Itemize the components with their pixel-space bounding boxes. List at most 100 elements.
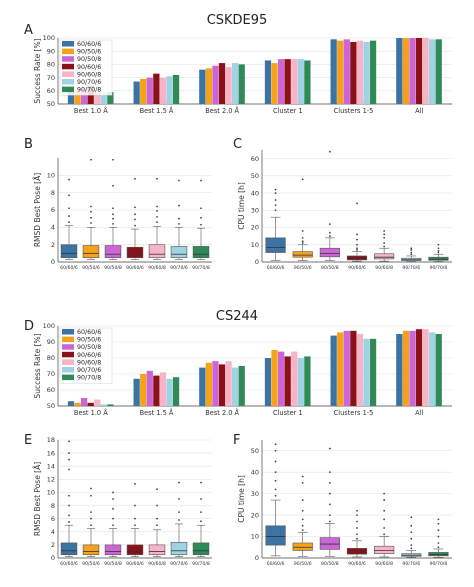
panel-d-y-axis-label: Success Rate [%] — [33, 333, 42, 398]
panel-a-bar — [304, 60, 311, 104]
panel-d-x-tick-label: Best 2.0 Å — [205, 408, 239, 417]
panel-a-legend-swatch — [62, 86, 74, 93]
panel-f-outlier-point — [356, 520, 358, 523]
panel-c-y-tick-label: 0 — [255, 258, 259, 266]
panel-c-box — [428, 256, 449, 261]
panel-b-outlier-point — [178, 217, 180, 220]
panel-d-bar — [284, 356, 291, 406]
panel-e-y-tick-label: 14 — [47, 462, 55, 470]
panel-d-bar — [172, 377, 180, 406]
panel-c-x-tick-label: 90/60/6 — [348, 265, 366, 271]
panel-b-outlier-point — [68, 207, 70, 210]
panel-f-outlier-point — [328, 492, 331, 495]
panel-d-bar — [159, 372, 167, 406]
panel-a-bar — [402, 38, 410, 104]
panel-d-chart: 50 60 70 80 90 100 Best 1.0 Å Best 1.5 Å Best 2.… — [33, 322, 452, 417]
panel-a-bar — [153, 73, 160, 104]
panel-a-bar — [166, 76, 173, 104]
panel-e-x-tick-label: 90/50/8 — [104, 561, 122, 567]
panel-e-outlier-point — [68, 504, 70, 507]
panel-b-y-tick-label: 4 — [51, 224, 55, 232]
panel-b-outlier-point — [112, 222, 114, 225]
panel-e-outlier-point — [134, 524, 136, 527]
panel-f-box — [319, 537, 340, 550]
panel-a-bar — [218, 63, 226, 104]
panel-b-outlier-point — [200, 179, 202, 182]
panel-b-outlier-point — [112, 207, 114, 210]
panel-c-outlier-point — [301, 242, 304, 244]
panel-d-bar — [107, 404, 114, 406]
panel-b-outlier-point — [112, 184, 114, 187]
panel-f-outlier-point — [383, 518, 386, 521]
panel-e-outlier-point — [156, 488, 158, 491]
panel-b-outlier-point — [112, 213, 114, 216]
panel-c-y-tick-label: 40 — [251, 189, 259, 197]
panel-e-outlier-point — [134, 504, 136, 507]
panel-c-box — [374, 253, 395, 260]
panel-b-outlier-point — [134, 206, 136, 209]
panel-c-x-tick-label: 90/60/8 — [375, 265, 393, 271]
panel-e-x-tick-label: 60/60/6 — [60, 561, 78, 567]
panel-a-bar — [133, 81, 140, 104]
panel-d-legend-swatch — [62, 329, 74, 335]
panel-d-bar — [415, 329, 423, 406]
panel-e-outlier-point — [200, 520, 202, 523]
panel-f-outlier-point — [328, 514, 331, 516]
panel-a-legend-swatch — [62, 56, 74, 62]
panel-a-y-tick-label: 70 — [47, 74, 55, 82]
panel-d-legend-swatch — [62, 359, 74, 365]
panel-b-x-tick-label: 90/50/6 — [82, 265, 100, 271]
panel-a-legend-swatch — [62, 71, 74, 77]
panel-f-outlier-point — [274, 494, 277, 497]
panel-a-bar — [225, 67, 232, 104]
panel-d-bar — [369, 338, 377, 406]
panel-a-x-tick-label: Best 2.0 Å — [205, 106, 239, 115]
panel-f-outlier-point — [410, 547, 413, 550]
panel-c-outlier-point — [274, 199, 277, 201]
panel-c-outlier-point — [301, 178, 304, 181]
panel-f-x-tick-label: 60/60/6 — [267, 561, 285, 567]
panel-c-outlier-point — [356, 249, 358, 251]
panel-d-bar — [343, 330, 350, 406]
panel-label-e: E — [24, 433, 32, 448]
panel-c-outlier-point — [274, 204, 277, 207]
panel-b-outlier-point — [134, 218, 136, 221]
panel-d-bar — [271, 350, 278, 406]
panel-d-x-tick-label: Best 1.5 Å — [140, 408, 174, 417]
panel-f-x-tick-label: 90/60/6 — [348, 561, 366, 567]
panel-b-outlier-point — [112, 158, 114, 161]
panel-a-bar — [205, 68, 213, 104]
panel-a-bar — [409, 38, 416, 104]
panel-c-outlier-point — [274, 192, 277, 194]
panel-e-outlier-point — [200, 511, 202, 514]
panel-b-outlier-point — [90, 205, 92, 208]
panel-e-y-tick-label: 16 — [47, 449, 55, 457]
panel-f-box — [292, 542, 313, 551]
panel-label-c: C — [233, 137, 242, 152]
panel-f-x-tick-label: 90/70/6 — [402, 561, 420, 567]
panel-b-box — [60, 244, 78, 258]
panel-b-y-tick-label: 8 — [51, 189, 55, 197]
panel-c-outlier-point — [437, 243, 440, 246]
panel-c-outlier-point — [383, 230, 386, 232]
panel-d-y-tick-label: 80 — [47, 354, 55, 362]
panel-f-outlier-point — [410, 531, 413, 534]
panel-b-outlier-point — [200, 216, 202, 219]
panel-e-outlier-point — [68, 440, 70, 443]
panel-a-x-tick-label: Clusters 1-5 — [334, 107, 374, 115]
panel-c-outlier-point — [328, 150, 331, 153]
panel-e-outlier-point — [112, 498, 114, 500]
panel-d-x-tick-label: Best 1.0 Å — [74, 408, 108, 417]
panel-f-outlier-point — [356, 514, 358, 516]
panel-a-bar — [343, 39, 350, 104]
panel-d-legend-label: 60/60/6 — [77, 329, 101, 336]
panel-b-x-tick-label: 90/50/8 — [104, 265, 122, 271]
panel-d-bar — [133, 378, 140, 406]
panel-b-x-tick-label: 90/70/8 — [192, 265, 210, 271]
panel-a-bar — [284, 59, 291, 104]
panel-a-chart: 50 60 70 80 90 100 Best 1.0 Å Best 1.5 Å Best 2.… — [33, 34, 452, 115]
panel-d-x-tick-label: Clusters 1-5 — [334, 409, 374, 417]
panel-c-outlier-point — [356, 243, 358, 246]
panel-c-outlier-point — [328, 223, 331, 225]
